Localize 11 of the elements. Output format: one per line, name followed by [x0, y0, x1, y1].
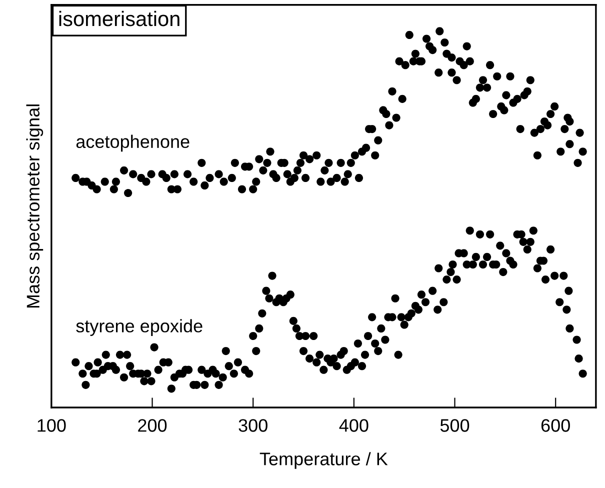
- y-axis-title: Mass spectrometer signal: [26, 104, 44, 308]
- x-tick-label: 100: [38, 419, 66, 432]
- x-axis-title: Temperature / K: [260, 452, 388, 469]
- x-tick-label: 400: [339, 419, 368, 432]
- chart-title: isomerisation: [59, 10, 180, 26]
- x-tick-label: 600: [541, 419, 570, 432]
- x-tick-label: 500: [440, 419, 470, 432]
- x-tick-label: 300: [238, 419, 268, 432]
- x-tick-label: 200: [138, 419, 167, 432]
- series-label: acetophenone: [76, 134, 190, 152]
- series-label: styrene epoxide: [76, 319, 202, 336]
